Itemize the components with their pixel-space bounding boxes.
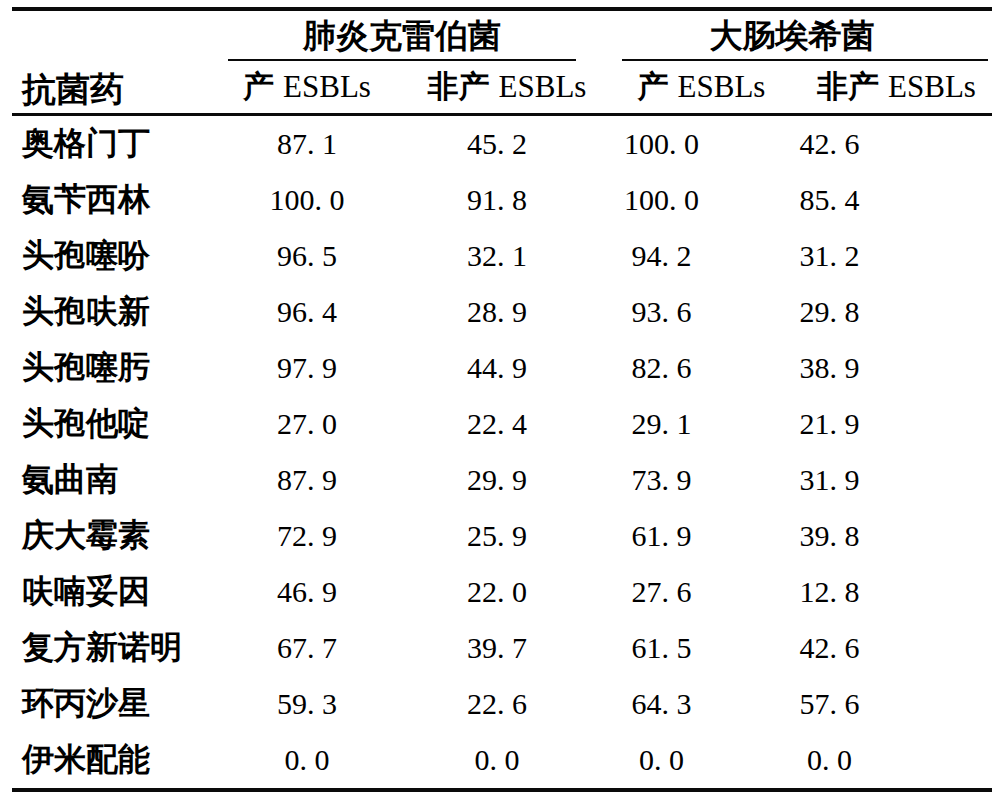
value-cell: 61. 5 bbox=[592, 620, 767, 676]
value-cell: 100. 0 bbox=[212, 172, 402, 228]
value-cell: 31. 2 bbox=[767, 228, 992, 284]
group-underline bbox=[622, 59, 988, 61]
value-cell: 0. 0 bbox=[212, 732, 402, 790]
value-cell: 96. 5 bbox=[212, 228, 402, 284]
value-cell: 72. 9 bbox=[212, 508, 402, 564]
value-cell: 27. 0 bbox=[212, 396, 402, 452]
subheader-esbl-negative-kp: 非产 ESBLs bbox=[402, 61, 592, 115]
subheader-en: ESBLs bbox=[499, 69, 587, 104]
drug-name: 头孢噻吩 bbox=[12, 228, 212, 284]
value-cell: 29. 9 bbox=[402, 452, 592, 508]
drug-name: 呋喃妥因 bbox=[12, 564, 212, 620]
value-cell: 64. 3 bbox=[592, 676, 767, 732]
table-row: 头孢呋新 96. 4 28. 9 93. 6 29. 8 bbox=[12, 284, 992, 340]
group-label-klebsiella: 肺炎克雷伯菌 bbox=[212, 13, 592, 59]
value-cell: 31. 9 bbox=[767, 452, 992, 508]
table-row: 氨苄西林 100. 0 91. 8 100. 0 85. 4 bbox=[12, 172, 992, 228]
subheader-zh: 产 bbox=[638, 69, 669, 104]
table-row: 头孢噻吩 96. 5 32. 1 94. 2 31. 2 bbox=[12, 228, 992, 284]
value-cell: 0. 0 bbox=[592, 732, 767, 790]
value-cell: 67. 7 bbox=[212, 620, 402, 676]
group-label-ecoli: 大肠埃希菌 bbox=[592, 13, 992, 59]
value-cell: 22. 4 bbox=[402, 396, 592, 452]
subheader-en: ESBLs bbox=[678, 69, 766, 104]
group-header-klebsiella: 肺炎克雷伯菌 bbox=[212, 9, 592, 61]
drug-name: 头孢呋新 bbox=[12, 284, 212, 340]
value-cell: 0. 0 bbox=[767, 732, 992, 790]
value-cell: 12. 8 bbox=[767, 564, 992, 620]
value-cell: 94. 2 bbox=[592, 228, 767, 284]
drug-name: 伊米配能 bbox=[12, 732, 212, 790]
value-cell: 21. 9 bbox=[767, 396, 992, 452]
subheader-esbl-negative-ec: 非产 ESBLs bbox=[767, 61, 992, 115]
table-row: 呋喃妥因 46. 9 22. 0 27. 6 12. 8 bbox=[12, 564, 992, 620]
value-cell: 59. 3 bbox=[212, 676, 402, 732]
drug-name: 氨曲南 bbox=[12, 452, 212, 508]
table-row: 奥格门丁 87. 1 45. 2 100. 0 42. 6 bbox=[12, 115, 992, 173]
value-cell: 93. 6 bbox=[592, 284, 767, 340]
value-cell: 29. 8 bbox=[767, 284, 992, 340]
value-cell: 39. 8 bbox=[767, 508, 992, 564]
drug-name: 环丙沙星 bbox=[12, 676, 212, 732]
value-cell: 91. 8 bbox=[402, 172, 592, 228]
value-cell: 32. 1 bbox=[402, 228, 592, 284]
table-row: 复方新诺明 67. 7 39. 7 61. 5 42. 6 bbox=[12, 620, 992, 676]
table-row: 氨曲南 87. 9 29. 9 73. 9 31. 9 bbox=[12, 452, 992, 508]
value-cell: 22. 0 bbox=[402, 564, 592, 620]
antibiotic-column-header: 抗菌药 bbox=[12, 9, 212, 115]
value-cell: 100. 0 bbox=[592, 115, 767, 173]
drug-name: 头孢他啶 bbox=[12, 396, 212, 452]
drug-name: 奥格门丁 bbox=[12, 115, 212, 173]
drug-name: 复方新诺明 bbox=[12, 620, 212, 676]
value-cell: 85. 4 bbox=[767, 172, 992, 228]
value-cell: 38. 9 bbox=[767, 340, 992, 396]
value-cell: 57. 6 bbox=[767, 676, 992, 732]
table-row: 伊米配能 0. 0 0. 0 0. 0 0. 0 bbox=[12, 732, 992, 790]
subheader-zh: 非产 bbox=[817, 69, 879, 104]
value-cell: 87. 9 bbox=[212, 452, 402, 508]
drug-name: 氨苄西林 bbox=[12, 172, 212, 228]
subheader-en: ESBLs bbox=[888, 69, 976, 104]
value-cell: 73. 9 bbox=[592, 452, 767, 508]
value-cell: 0. 0 bbox=[402, 732, 592, 790]
value-cell: 29. 1 bbox=[592, 396, 767, 452]
group-header-row: 抗菌药 肺炎克雷伯菌 大肠埃希菌 bbox=[12, 9, 992, 61]
subheader-zh: 非产 bbox=[428, 69, 490, 104]
table-row: 头孢他啶 27. 0 22. 4 29. 1 21. 9 bbox=[12, 396, 992, 452]
table-row: 庆大霉素 72. 9 25. 9 61. 9 39. 8 bbox=[12, 508, 992, 564]
table-row: 环丙沙星 59. 3 22. 6 64. 3 57. 6 bbox=[12, 676, 992, 732]
value-cell: 87. 1 bbox=[212, 115, 402, 173]
subheader-zh: 产 bbox=[243, 69, 274, 104]
value-cell: 97. 9 bbox=[212, 340, 402, 396]
value-cell: 46. 9 bbox=[212, 564, 402, 620]
value-cell: 96. 4 bbox=[212, 284, 402, 340]
table-row: 头孢噻肟 97. 9 44. 9 82. 6 38. 9 bbox=[12, 340, 992, 396]
value-cell: 100. 0 bbox=[592, 172, 767, 228]
value-cell: 42. 6 bbox=[767, 620, 992, 676]
subheader-esbl-positive-kp: 产 ESBLs bbox=[212, 61, 402, 115]
subheader-esbl-positive-ec: 产 ESBLs bbox=[592, 61, 767, 115]
drug-name: 庆大霉素 bbox=[12, 508, 212, 564]
drug-name: 头孢噻肟 bbox=[12, 340, 212, 396]
subheader-en: ESBLs bbox=[283, 69, 371, 104]
resistance-rate-table: 抗菌药 肺炎克雷伯菌 大肠埃希菌 产 ESBLs 非产 ESBLs bbox=[12, 7, 992, 792]
value-cell: 28. 9 bbox=[402, 284, 592, 340]
group-underline bbox=[228, 59, 576, 61]
value-cell: 39. 7 bbox=[402, 620, 592, 676]
value-cell: 44. 9 bbox=[402, 340, 592, 396]
value-cell: 25. 9 bbox=[402, 508, 592, 564]
value-cell: 45. 2 bbox=[402, 115, 592, 173]
value-cell: 22. 6 bbox=[402, 676, 592, 732]
value-cell: 82. 6 bbox=[592, 340, 767, 396]
value-cell: 61. 9 bbox=[592, 508, 767, 564]
value-cell: 42. 6 bbox=[767, 115, 992, 173]
group-header-ecoli: 大肠埃希菌 bbox=[592, 9, 992, 61]
value-cell: 27. 6 bbox=[592, 564, 767, 620]
